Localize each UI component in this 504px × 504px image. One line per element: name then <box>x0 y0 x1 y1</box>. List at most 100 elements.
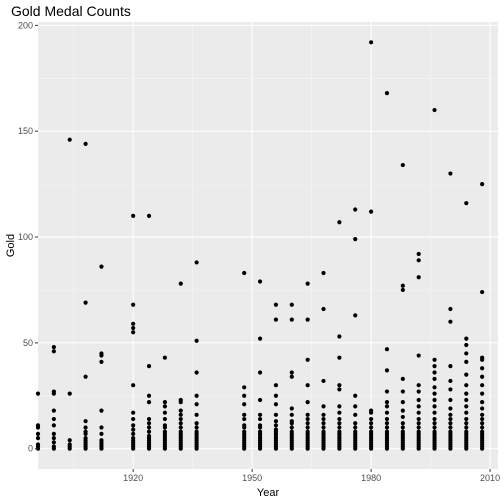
data-point <box>162 429 167 434</box>
data-point <box>464 342 469 348</box>
data-point <box>146 213 152 218</box>
data-point <box>432 364 437 369</box>
data-point <box>99 408 104 413</box>
data-point <box>384 347 390 352</box>
data-point <box>464 410 469 415</box>
data-point <box>384 368 390 373</box>
data-point <box>146 433 152 439</box>
data-point <box>146 429 152 434</box>
data-point <box>131 330 136 335</box>
data-point <box>162 423 167 428</box>
data-point <box>416 353 421 358</box>
data-point <box>178 408 183 413</box>
data-point <box>99 431 104 436</box>
data-point <box>83 425 88 430</box>
data-point <box>432 397 437 403</box>
data-point <box>416 275 421 280</box>
data-point <box>432 391 437 396</box>
data-point <box>242 429 247 434</box>
data-point <box>464 421 469 426</box>
y-tick-label: 150 <box>18 126 33 136</box>
data-point <box>67 442 72 447</box>
data-point <box>242 402 247 407</box>
data-point <box>480 366 485 371</box>
data-point <box>273 423 279 428</box>
data-point <box>194 421 199 426</box>
data-point <box>416 389 421 394</box>
data-points <box>35 40 485 451</box>
data-point <box>83 429 88 434</box>
data-point <box>480 429 485 434</box>
data-point <box>400 376 405 381</box>
data-point <box>480 289 485 295</box>
data-point <box>305 281 310 286</box>
data-point <box>432 376 437 381</box>
data-point <box>257 429 263 434</box>
data-point <box>400 429 405 434</box>
data-point <box>321 378 326 384</box>
data-point <box>448 416 453 422</box>
data-point <box>131 423 136 428</box>
data-point <box>369 209 374 214</box>
y-tick-label: 50 <box>23 338 33 348</box>
data-point <box>178 421 183 426</box>
data-point <box>51 423 56 428</box>
data-point <box>369 416 374 422</box>
data-point <box>131 431 136 436</box>
data-point <box>257 336 263 341</box>
data-point <box>305 357 310 362</box>
data-point <box>242 393 247 398</box>
data-point <box>83 436 88 441</box>
data-point <box>257 412 263 417</box>
data-point <box>369 429 374 434</box>
data-point <box>432 370 437 375</box>
data-point <box>416 421 421 426</box>
data-point <box>448 319 453 324</box>
data-point <box>337 355 342 360</box>
data-point <box>337 416 342 422</box>
data-point <box>273 393 279 398</box>
data-point <box>448 397 453 403</box>
data-point <box>273 317 279 322</box>
data-point <box>321 425 326 430</box>
data-point <box>400 287 405 293</box>
data-point <box>416 258 421 263</box>
data-point <box>51 389 56 394</box>
data-point <box>480 400 485 405</box>
data-point <box>146 421 152 426</box>
data-point <box>400 283 405 288</box>
data-point <box>337 334 342 339</box>
data-point <box>131 321 136 326</box>
data-point <box>384 91 390 96</box>
data-point <box>273 427 279 432</box>
data-point <box>337 404 342 409</box>
data-point <box>416 251 421 257</box>
data-point <box>337 220 342 225</box>
data-point <box>321 421 326 426</box>
minor-gridlines <box>38 22 498 469</box>
data-point <box>289 374 294 379</box>
data-point <box>337 410 342 415</box>
data-point <box>162 410 167 415</box>
data-point <box>464 372 469 377</box>
data-point <box>464 383 469 388</box>
data-point <box>353 412 358 417</box>
major-gridlines <box>38 22 498 469</box>
data-point <box>432 357 437 362</box>
x-tick-label: 1920 <box>123 473 143 483</box>
data-point <box>131 416 136 422</box>
data-point <box>416 416 421 422</box>
data-point <box>35 423 41 428</box>
data-point <box>416 429 421 434</box>
data-point <box>353 429 358 434</box>
data-point <box>432 425 437 430</box>
data-point <box>448 387 453 392</box>
data-point <box>400 389 405 394</box>
data-point <box>194 393 199 398</box>
data-point <box>432 410 437 415</box>
data-point <box>480 355 485 360</box>
data-point <box>83 374 88 379</box>
data-point <box>305 429 310 434</box>
x-tick-label: 1980 <box>361 473 381 483</box>
data-point <box>99 264 104 269</box>
